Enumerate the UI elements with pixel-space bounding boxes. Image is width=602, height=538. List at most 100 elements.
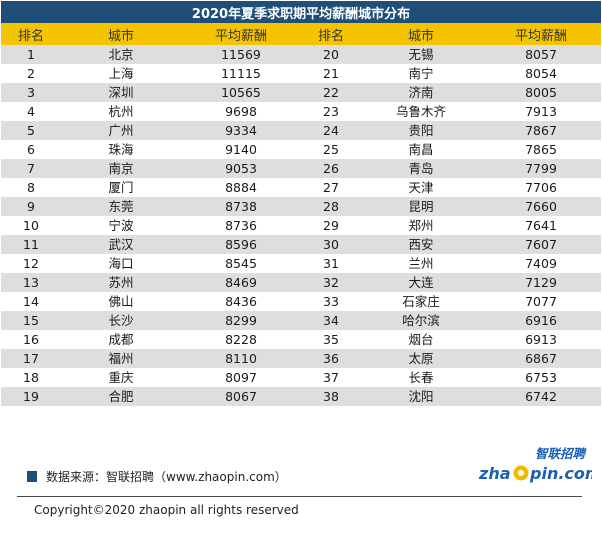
cell-city-right: 天津 [361,178,481,197]
cell-rank-left: 14 [1,292,61,311]
cell-rank-left: 16 [1,330,61,349]
table-row: 12 海口 8545 31 兰州 7409 [1,254,601,273]
cell-rank-left: 6 [1,140,61,159]
cell-salary-left: 8228 [181,330,301,349]
cell-city-right: 济南 [361,83,481,102]
cell-city-right: 烟台 [361,330,481,349]
table-row: 14 佛山 8436 33 石家庄 7077 [1,292,601,311]
table-row: 1 北京 11569 20 无锡 8057 [1,45,601,64]
cell-rank-right: 24 [301,121,361,140]
cell-rank-right: 36 [301,349,361,368]
cell-rank-left: 9 [1,197,61,216]
cell-salary-right: 6913 [481,330,601,349]
cell-city-left: 宁波 [61,216,181,235]
cell-rank-left: 1 [1,45,61,64]
cell-salary-left: 8738 [181,197,301,216]
cell-salary-left: 8469 [181,273,301,292]
cell-city-right: 青岛 [361,159,481,178]
table-row: 5 广州 9334 24 贵阳 7867 [1,121,601,140]
table-title: 2020年夏季求职期平均薪酬城市分布 [1,1,601,23]
cell-rank-left: 18 [1,368,61,387]
cell-rank-left: 4 [1,102,61,121]
cell-salary-left: 9053 [181,159,301,178]
header-city-left: 城市 [61,23,181,45]
cell-salary-right: 7077 [481,292,601,311]
cell-salary-left: 9140 [181,140,301,159]
table-row: 11 武汉 8596 30 西安 7607 [1,235,601,254]
cell-rank-right: 32 [301,273,361,292]
cell-city-left: 东莞 [61,197,181,216]
cell-rank-left: 7 [1,159,61,178]
data-source-text: 数据来源：智联招聘（www.zhaopin.com） [46,470,287,484]
logo-en-left: zha [478,464,511,483]
cell-salary-right: 7865 [481,140,601,159]
cell-salary-left: 8067 [181,387,301,406]
cell-rank-right: 26 [301,159,361,178]
cell-city-right: 南宁 [361,64,481,83]
header-salary-right: 平均薪酬 [481,23,601,45]
cell-city-left: 广州 [61,121,181,140]
cell-salary-right: 7706 [481,178,601,197]
cell-rank-left: 2 [1,64,61,83]
cell-city-right: 南昌 [361,140,481,159]
table-row: 17 福州 8110 36 太原 6867 [1,349,601,368]
header-rank-left: 排名 [1,23,61,45]
cell-rank-left: 19 [1,387,61,406]
cell-city-left: 福州 [61,349,181,368]
cell-salary-left: 8736 [181,216,301,235]
cell-city-left: 成都 [61,330,181,349]
cell-city-right: 贵阳 [361,121,481,140]
cell-rank-right: 31 [301,254,361,273]
table-row: 3 深圳 10565 22 济南 8005 [1,83,601,102]
cell-city-left: 长沙 [61,311,181,330]
table-row: 9 东莞 8738 28 昆明 7660 [1,197,601,216]
cell-city-left: 上海 [61,64,181,83]
cell-city-right: 大连 [361,273,481,292]
cell-rank-left: 5 [1,121,61,140]
cell-city-left: 杭州 [61,102,181,121]
cell-rank-right: 38 [301,387,361,406]
cell-rank-right: 35 [301,330,361,349]
header-rank-right: 排名 [301,23,361,45]
cell-salary-left: 8110 [181,349,301,368]
cell-city-left: 北京 [61,45,181,64]
cell-city-left: 合肥 [61,387,181,406]
cell-salary-left: 9334 [181,121,301,140]
table-header-row: 排名 城市 平均薪酬 排名 城市 平均薪酬 [1,23,601,45]
cell-salary-right: 8054 [481,64,601,83]
cell-city-left: 厦门 [61,178,181,197]
cell-salary-left: 9698 [181,102,301,121]
cell-city-left: 苏州 [61,273,181,292]
cell-salary-left: 11569 [181,45,301,64]
table-row: 19 合肥 8067 38 沈阳 6742 [1,387,601,406]
cell-city-right: 郑州 [361,216,481,235]
cell-rank-left: 11 [1,235,61,254]
cell-salary-right: 6867 [481,349,601,368]
cell-city-left: 武汉 [61,235,181,254]
cell-salary-right: 7641 [481,216,601,235]
copyright-text: Copyright©2020 zhaopin all rights reserv… [34,503,299,517]
table-row: 15 长沙 8299 34 哈尔滨 6916 [1,311,601,330]
cell-salary-right: 6742 [481,387,601,406]
header-salary-left: 平均薪酬 [181,23,301,45]
logo-cn-text: 智联招聘 [535,446,588,461]
cell-salary-left: 8097 [181,368,301,387]
cell-rank-right: 37 [301,368,361,387]
cell-city-right: 西安 [361,235,481,254]
cell-rank-right: 29 [301,216,361,235]
table-row: 4 杭州 9698 23 乌鲁木齐 7913 [1,102,601,121]
cell-rank-right: 25 [301,140,361,159]
cell-rank-right: 27 [301,178,361,197]
table-row: 8 厦门 8884 27 天津 7706 [1,178,601,197]
cell-salary-right: 7660 [481,197,601,216]
cell-city-right: 沈阳 [361,387,481,406]
cell-rank-left: 13 [1,273,61,292]
cell-rank-right: 28 [301,197,361,216]
cell-city-right: 太原 [361,349,481,368]
cell-salary-right: 7607 [481,235,601,254]
cell-salary-right: 6916 [481,311,601,330]
cell-rank-left: 15 [1,311,61,330]
cell-rank-right: 22 [301,83,361,102]
cell-salary-left: 8545 [181,254,301,273]
header-city-right: 城市 [361,23,481,45]
